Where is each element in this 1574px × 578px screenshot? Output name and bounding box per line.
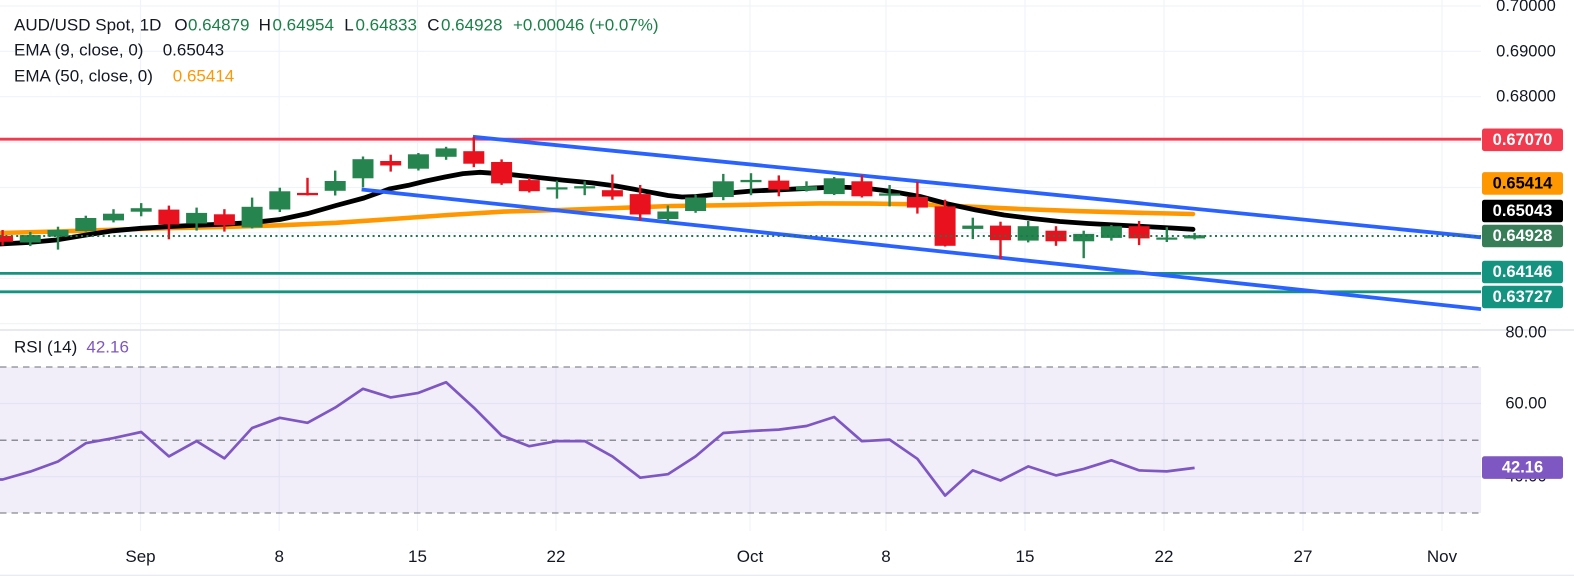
svg-text:0.65414: 0.65414 xyxy=(1493,174,1553,192)
svg-text:EMA (9, close, 0): EMA (9, close, 0) xyxy=(14,40,143,59)
svg-text:0.69000: 0.69000 xyxy=(1496,42,1556,60)
svg-text:0.64879: 0.64879 xyxy=(188,15,249,34)
svg-text:RSI (14): RSI (14) xyxy=(14,338,77,357)
svg-text:0.65414: 0.65414 xyxy=(173,67,234,86)
svg-text:22: 22 xyxy=(547,547,566,566)
svg-text:15: 15 xyxy=(408,547,427,566)
svg-text:42.16: 42.16 xyxy=(86,338,129,357)
svg-text:Sep: Sep xyxy=(125,547,155,566)
svg-text:60.00: 60.00 xyxy=(1505,395,1546,413)
svg-text:0.67070: 0.67070 xyxy=(1493,131,1553,149)
svg-text:15: 15 xyxy=(1016,547,1035,566)
svg-text:22: 22 xyxy=(1155,547,1174,566)
svg-text:0.64833: 0.64833 xyxy=(356,15,417,34)
svg-text:O: O xyxy=(174,15,187,34)
svg-text:Nov: Nov xyxy=(1427,547,1458,566)
svg-text:+0.00046 (+0.07%): +0.00046 (+0.07%) xyxy=(513,15,659,34)
svg-text:0.70000: 0.70000 xyxy=(1496,0,1556,15)
svg-text:C: C xyxy=(427,15,439,34)
svg-text:0.64928: 0.64928 xyxy=(441,15,502,34)
svg-text:0.64146: 0.64146 xyxy=(1493,263,1553,281)
svg-text:0.63727: 0.63727 xyxy=(1493,288,1553,306)
svg-text:0.64954: 0.64954 xyxy=(273,15,334,34)
svg-text:H: H xyxy=(259,15,271,34)
svg-text:0.65043: 0.65043 xyxy=(1493,202,1553,220)
svg-text:80.00: 80.00 xyxy=(1505,324,1546,342)
svg-text:0.68000: 0.68000 xyxy=(1496,88,1556,106)
svg-text:27: 27 xyxy=(1294,547,1313,566)
svg-text:EMA (50, close, 0): EMA (50, close, 0) xyxy=(14,67,153,86)
svg-text:8: 8 xyxy=(881,547,890,566)
svg-text:0.64928: 0.64928 xyxy=(1493,227,1553,245)
svg-text:AUD/USD Spot, 1D: AUD/USD Spot, 1D xyxy=(14,15,161,34)
svg-text:Oct: Oct xyxy=(737,547,764,566)
svg-text:L: L xyxy=(344,15,353,34)
svg-text:42.16: 42.16 xyxy=(1502,459,1543,477)
svg-text:8: 8 xyxy=(274,547,283,566)
svg-text:0.65043: 0.65043 xyxy=(163,40,224,59)
